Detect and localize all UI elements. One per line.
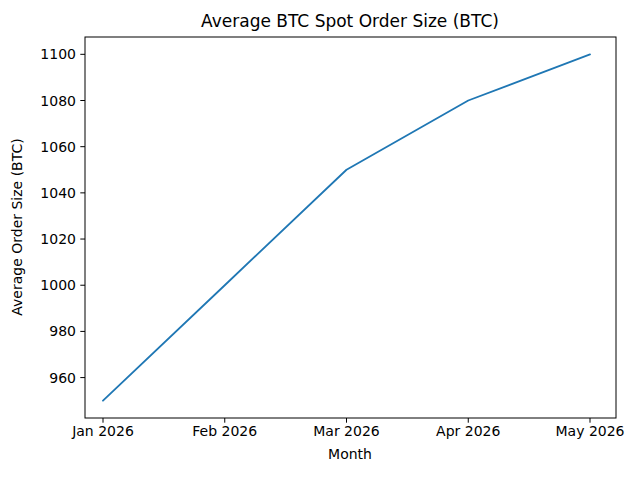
y-tick-label: 1040 [40,185,76,201]
y-axis-label: Average Order Size (BTC) [9,138,25,315]
y-tick-label: 960 [49,370,76,386]
y-tick-label: 980 [49,323,76,339]
line-chart: Average BTC Spot Order Size (BTC) Month … [0,0,640,480]
series-line [103,54,590,400]
x-axis-label: Month [328,446,372,462]
y-tick-label: 1020 [40,231,76,247]
y-tick-label: 1080 [40,93,76,109]
x-tick-label: May 2026 [555,423,624,439]
y-tick-label: 1060 [40,139,76,155]
x-tick-label: Feb 2026 [192,423,257,439]
x-tick-label: Mar 2026 [313,423,380,439]
y-tick-label: 1100 [40,46,76,62]
x-tick-label: Jan 2026 [71,423,134,439]
y-tick-label: 1000 [40,277,76,293]
chart-title: Average BTC Spot Order Size (BTC) [201,11,499,31]
axes-frame [85,37,616,418]
figure: Average BTC Spot Order Size (BTC) Month … [0,0,640,480]
x-tick-label: Apr 2026 [436,423,500,439]
